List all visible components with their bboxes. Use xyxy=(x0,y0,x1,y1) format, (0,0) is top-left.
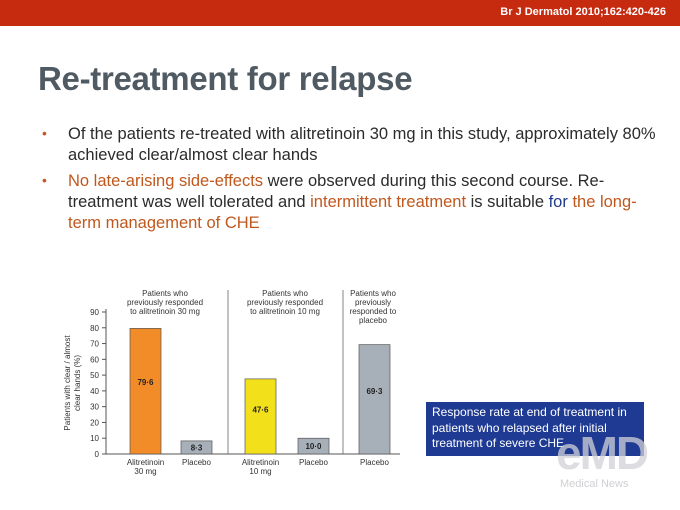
group-title-line: placebo xyxy=(359,316,388,325)
x-category-label-line: Placebo xyxy=(299,458,328,467)
group-title-line: responded to xyxy=(350,307,397,316)
y-axis-label-line: Patients with clear / almost xyxy=(63,335,72,431)
y-tick-label: 30 xyxy=(90,403,99,412)
y-axis-label-line: clear hands (%) xyxy=(73,355,82,411)
x-category-label: Placebo xyxy=(182,458,211,467)
bullet-text: intermittent treatment xyxy=(310,193,467,211)
y-axis-label: Patients with clear / almostclear hands … xyxy=(63,335,82,431)
bar xyxy=(358,344,391,455)
y-tick-label: 80 xyxy=(90,324,99,333)
y-tick-label: 70 xyxy=(90,340,99,349)
y-tick-label: 20 xyxy=(90,418,99,427)
group-title-line: to alitretinoin 30 mg xyxy=(130,307,200,316)
bar-value-label: 8·3 xyxy=(191,443,203,452)
bar xyxy=(129,328,162,455)
x-category-label-line: Alitretinoin xyxy=(242,458,279,467)
bar xyxy=(297,437,330,455)
group-title-line: previously responded xyxy=(127,298,203,307)
group-title-line: Patients who xyxy=(262,289,308,298)
bullet-item: • Of the patients re-treated with alitret… xyxy=(40,124,660,166)
x-category-label-line: 10 mg xyxy=(249,467,271,476)
bar xyxy=(180,440,213,455)
x-category-label-line: 30 mg xyxy=(134,467,156,476)
group-title: Patients who previously responded to alitr… xyxy=(127,289,203,316)
bar xyxy=(244,378,277,455)
x-category-label-line: Alitretinoin xyxy=(127,458,164,467)
group-title-line: previously xyxy=(355,298,391,307)
y-tick-label: 50 xyxy=(90,371,99,380)
bullet-dot: • xyxy=(42,172,47,188)
bar-value-label: 47·6 xyxy=(252,406,269,415)
slide-title: Re-treatment for relapse xyxy=(38,60,413,97)
y-tick-label: 10 xyxy=(90,434,99,443)
header-bar: Br J Dermatol 2010;162:420-426 xyxy=(0,0,680,26)
bullet-text: Of the patients re-treated with alitreti… xyxy=(68,125,656,164)
group-title: Patients who previously responded to alitr… xyxy=(247,289,323,316)
bar-value-label: 10·0 xyxy=(305,442,322,451)
emd-logo: eMD Medical News xyxy=(556,426,656,496)
bullet-text: for xyxy=(548,193,568,211)
group-title-line: Patients who xyxy=(350,289,396,298)
bullet-dot: • xyxy=(42,125,47,141)
x-category-label: Placebo xyxy=(299,458,328,467)
callout-box: Response rate at end of treatment in pat… xyxy=(426,402,644,456)
group-title-line: Patients who xyxy=(142,289,188,298)
x-category-label: Placebo xyxy=(360,458,389,467)
bullet-list: • Of the patients re-treated with alitret… xyxy=(40,124,660,239)
bullet-item: • No late-arising side-effects were obser… xyxy=(40,171,660,234)
bullet-text: the long-term management of CHE xyxy=(68,193,637,232)
y-tick-label: 90 xyxy=(90,308,99,317)
x-category-label-line: Placebo xyxy=(182,458,211,467)
x-category-label-line: Placebo xyxy=(360,458,389,467)
group-title-line: previously responded xyxy=(247,298,323,307)
bullet-text: is suitable xyxy=(466,193,549,211)
y-tick-label: 60 xyxy=(90,355,99,364)
y-tick-label: 0 xyxy=(95,450,100,459)
x-category-label: Alitretinoin 30 mg xyxy=(127,458,164,476)
bullet-text: No late-arising side-effects xyxy=(68,172,264,190)
group-title: Patients who previously responded to placeb… xyxy=(350,289,397,325)
citation: Br J Dermatol 2010;162:420-426 xyxy=(500,6,666,18)
response-rate-chart: 0 10 20 30 40 50 60 70 80 90 Patients with clear /… xyxy=(63,289,400,476)
y-tick-label: 40 xyxy=(90,387,99,396)
bullet-text: were observed during this second course.… xyxy=(68,172,605,211)
bar-value-label: 69·3 xyxy=(366,387,383,396)
x-category-label: Alitretinoin 10 mg xyxy=(242,458,279,476)
group-title-line: to alitretinoin 10 mg xyxy=(250,307,320,316)
logo-sub-text: Medical News xyxy=(560,478,629,490)
logo-main-text: eMD xyxy=(556,427,649,479)
bar-value-label: 79·6 xyxy=(137,378,154,387)
